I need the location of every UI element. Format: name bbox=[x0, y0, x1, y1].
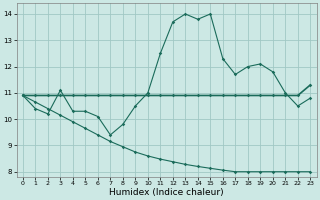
X-axis label: Humidex (Indice chaleur): Humidex (Indice chaleur) bbox=[109, 188, 224, 197]
